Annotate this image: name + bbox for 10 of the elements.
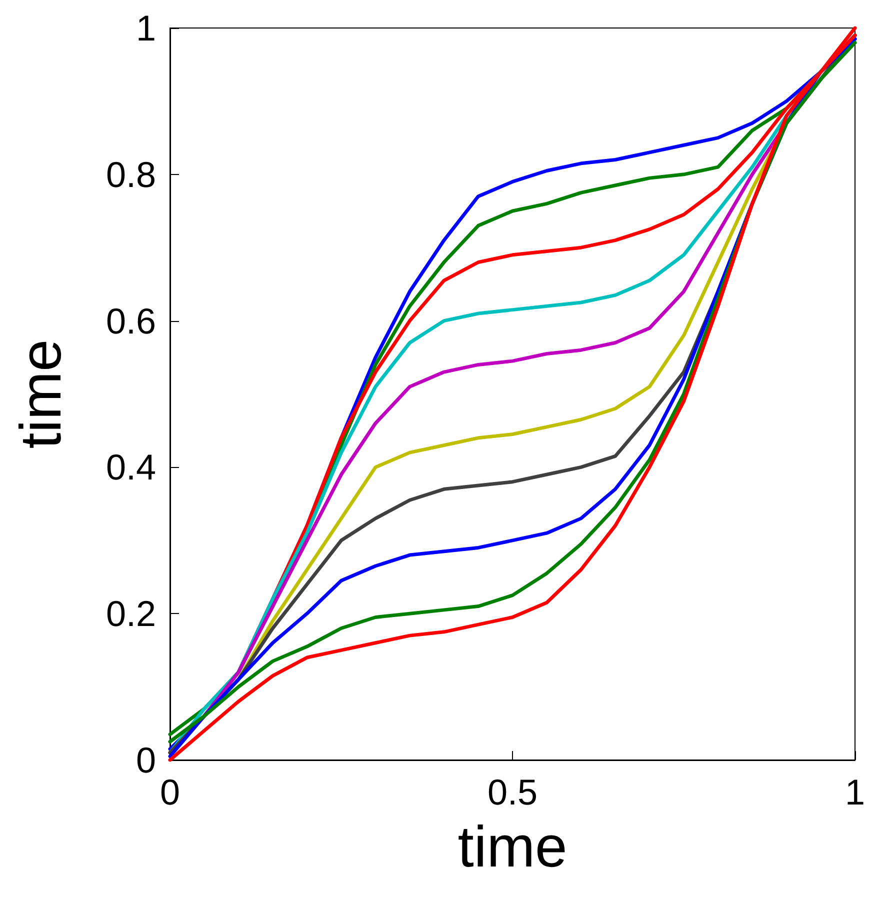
- y-tick-label: 0.2: [106, 593, 156, 634]
- x-tick-label: 0.5: [487, 772, 538, 812]
- y-tick-label: 0.8: [106, 154, 156, 195]
- y-tick-label: 0: [136, 740, 156, 780]
- y-axis-title: time: [8, 339, 74, 449]
- y-tick-label: 0.6: [106, 300, 156, 342]
- y-tick-label: 1: [136, 8, 156, 48]
- y-tick-label: 0.4: [106, 446, 156, 488]
- x-axis-title: time: [458, 814, 568, 880]
- x-tick-label: 1: [844, 772, 866, 812]
